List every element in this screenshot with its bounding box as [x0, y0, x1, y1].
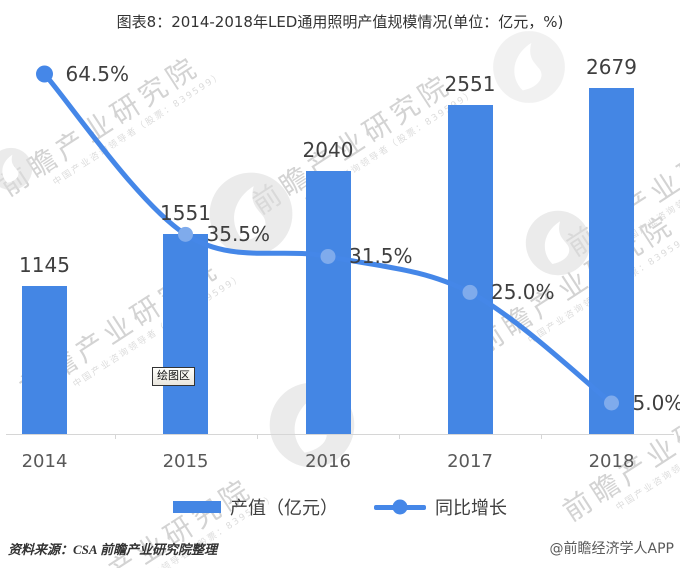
bar-2014[interactable]: [22, 286, 67, 434]
growth-value-label-2015: 35.5%: [206, 222, 271, 247]
growth-value-label-2018: 5.0%: [632, 391, 680, 415]
x-axis-label-2016: 2016: [305, 451, 351, 472]
x-axis-label-2015: 2015: [162, 451, 209, 472]
watermark-logo-icon: [525, 210, 591, 276]
x-axis-line: [6, 434, 674, 435]
credit-note: @前瞻经济学人APP: [549, 541, 674, 557]
x-axis-label-2014: 2014: [21, 451, 68, 472]
bar-2015[interactable]: [163, 233, 208, 434]
x-axis-tick: [399, 434, 400, 439]
growth-value-label-2014: 64.5%: [65, 62, 130, 86]
x-axis-tick: [256, 434, 258, 439]
growth-value-label-2016: 31.5%: [349, 244, 413, 269]
line-series-marker-icon: [374, 499, 426, 515]
legend: 产值（亿元） 同比增长: [0, 494, 680, 520]
bar-2016[interactable]: [305, 170, 351, 434]
bar-2017[interactable]: [447, 104, 493, 434]
legend-bar-label: 产值（亿元）: [230, 498, 338, 519]
bar-2018[interactable]: [589, 88, 634, 434]
x-axis-label-2018: 2018: [588, 451, 635, 472]
line-series-dot-icon: [392, 499, 408, 515]
legend-item-line-series[interactable]: 同比增长: [374, 494, 507, 520]
plot-area-tooltip: 绘图区: [152, 367, 195, 386]
chart-title: 图表8：2014-2018年LED通用照明产值规模情况(单位：亿元，%): [116, 13, 564, 31]
legend-item-bar-series[interactable]: 产值（亿元）: [173, 494, 338, 520]
x-axis-label-2017: 2017: [447, 451, 493, 472]
footer: 资料来源：CSA 前瞻产业研究院整理 @前瞻经济学人APP: [0, 537, 680, 563]
line-marker-2014[interactable]: [36, 65, 53, 83]
bar-value-label-2014: 1145: [19, 253, 70, 278]
x-axis-tick: [540, 434, 542, 439]
x-axis-tick: [115, 434, 116, 439]
bar-value-label-2018: 2679: [586, 55, 637, 79]
bar-value-label-2017: 2551: [444, 71, 496, 96]
bar-value-label-2016: 2040: [302, 137, 354, 162]
bar-series-swatch-icon: [173, 501, 221, 513]
legend-line-label: 同比增长: [435, 498, 507, 519]
data-source-note: 资料来源：CSA 前瞻产业研究院整理: [8, 542, 218, 557]
watermark-logo-icon: [0, 147, 33, 191]
growth-value-label-2017: 25.0%: [491, 280, 555, 305]
